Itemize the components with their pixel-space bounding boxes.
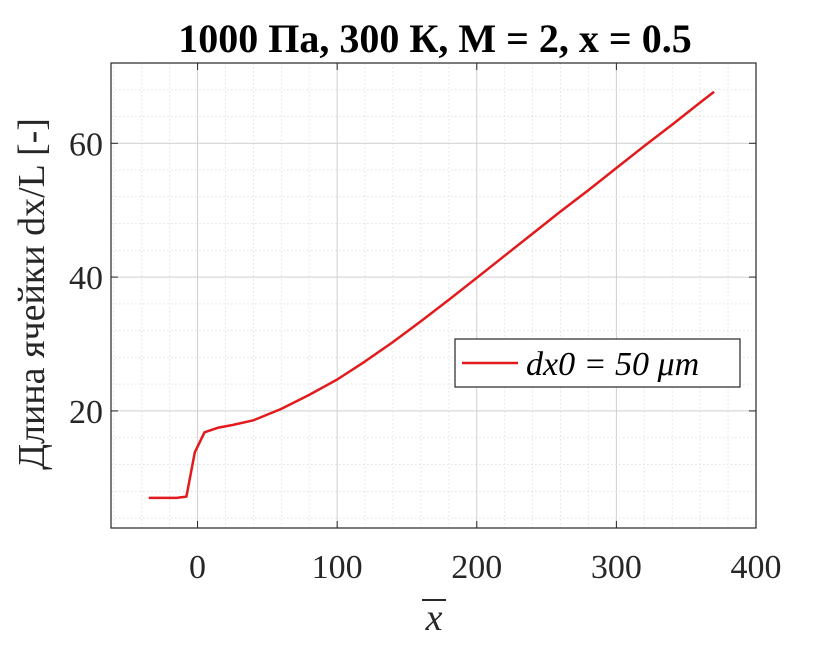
series-layer bbox=[148, 90, 715, 500]
x-tick-label: 300 bbox=[591, 549, 642, 586]
grid bbox=[111, 63, 756, 528]
x-axis-label: x bbox=[422, 597, 446, 639]
x-tick-label: 400 bbox=[731, 549, 782, 586]
series-line bbox=[148, 90, 715, 500]
x-tick-label: 100 bbox=[312, 549, 363, 586]
y-tick-label: 40 bbox=[69, 260, 103, 297]
y-tick-label: 60 bbox=[69, 126, 103, 163]
legend-label: dx0 = 50 μm bbox=[526, 346, 699, 383]
legend: dx0 = 50 μm bbox=[454, 338, 741, 388]
chart-title: 1000 Па, 300 К, M = 2, x = 0.5 bbox=[178, 16, 691, 61]
x-tick-label: 200 bbox=[451, 549, 502, 586]
x-axis: 0 100 200 300 400 bbox=[189, 63, 782, 586]
plot-frame bbox=[110, 62, 757, 529]
y-axis: 20 40 60 bbox=[69, 126, 756, 431]
x-tick-label: 0 bbox=[189, 549, 206, 586]
y-axis-label: Длина ячейки dx/L [-] bbox=[11, 118, 53, 470]
plot-area bbox=[111, 63, 756, 528]
y-tick-label: 20 bbox=[69, 394, 103, 431]
x-axis-label-text: x bbox=[425, 597, 443, 639]
